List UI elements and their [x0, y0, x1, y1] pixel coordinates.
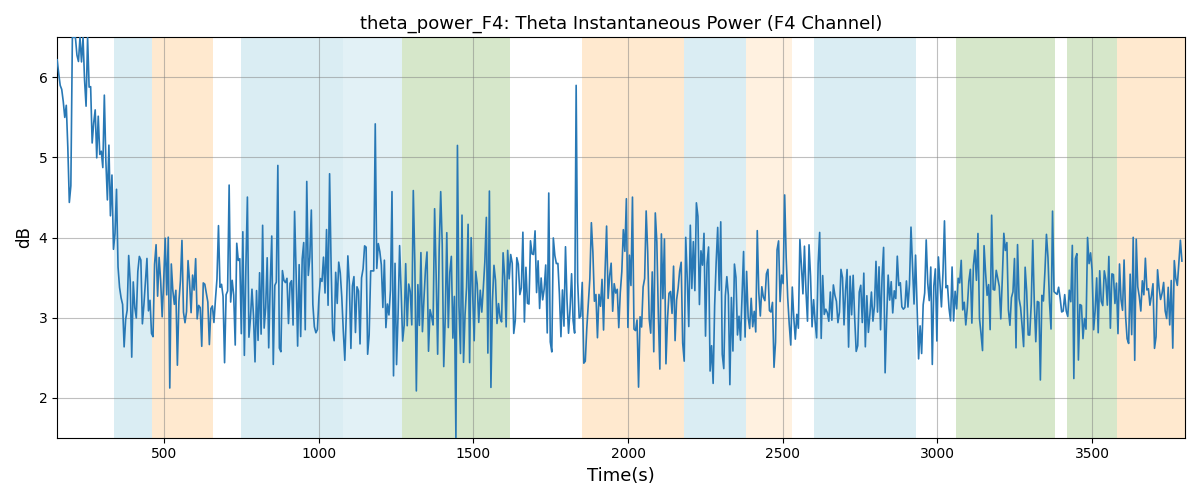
- Y-axis label: dB: dB: [16, 226, 34, 248]
- Bar: [956, 38, 1055, 438]
- Bar: [582, 38, 684, 438]
- Bar: [402, 38, 510, 438]
- Bar: [241, 38, 343, 438]
- Bar: [151, 38, 214, 438]
- X-axis label: Time(s): Time(s): [587, 467, 655, 485]
- Bar: [114, 38, 151, 438]
- Bar: [745, 38, 792, 438]
- Title: theta_power_F4: Theta Instantaneous Power (F4 Channel): theta_power_F4: Theta Instantaneous Powe…: [360, 15, 882, 34]
- Bar: [684, 38, 745, 438]
- Bar: [1117, 38, 1184, 438]
- Bar: [1068, 38, 1117, 438]
- Bar: [343, 38, 402, 438]
- Bar: [814, 38, 916, 438]
